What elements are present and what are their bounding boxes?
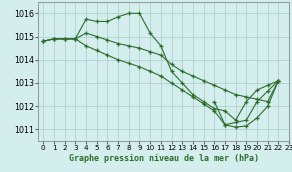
X-axis label: Graphe pression niveau de la mer (hPa): Graphe pression niveau de la mer (hPa) xyxy=(69,154,258,163)
